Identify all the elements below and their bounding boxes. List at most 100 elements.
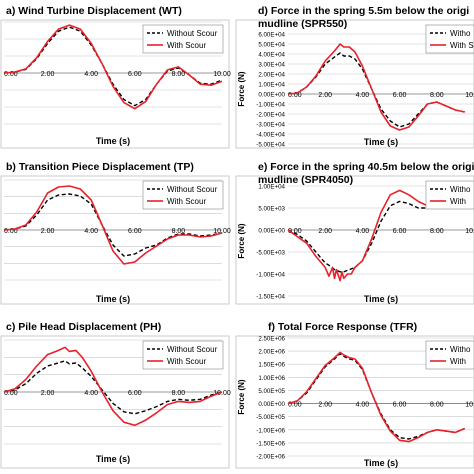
x-tick-label: 2.00 xyxy=(318,402,332,409)
x-tick-label: 0.00 xyxy=(4,71,18,78)
chart-title: e) Force in the spring 40.5m below the o… xyxy=(258,161,474,173)
y-tick-label: 2.00E+06 xyxy=(258,349,285,356)
x-tick-label: 6.00 xyxy=(128,390,142,397)
legend: Without Scour With Scour xyxy=(142,180,224,210)
legend-box xyxy=(142,180,224,210)
x-axis-label: Time (s) xyxy=(96,136,130,146)
x-tick-label: 8.00 xyxy=(172,71,186,78)
y-tick-label: 5.00E+05 xyxy=(258,388,285,395)
series-line-without-scour xyxy=(3,26,223,107)
y-tick-label: -3.00E+04 xyxy=(256,122,285,129)
x-tick-label: 6.00 xyxy=(393,228,407,235)
legend-label: Without Scour xyxy=(167,29,218,38)
legend: Witho With xyxy=(425,340,474,370)
series-line-with-scour xyxy=(3,185,223,265)
x-axis-label: Time (s) xyxy=(96,454,130,464)
x-tick-label: 0.00 xyxy=(288,92,302,99)
legend-label: With xyxy=(450,357,466,366)
legend-label: Without Scour xyxy=(167,185,218,194)
x-tick-label: 8.00 xyxy=(430,402,444,409)
x-tick-label: 0.00 xyxy=(288,228,302,235)
chart-panel-spr550: d) Force in the spring 5.5m below the or… xyxy=(235,5,474,149)
y-axis-label: Force (N) xyxy=(237,71,246,106)
series-line-with-scour xyxy=(287,351,466,443)
x-tick-label: 8.00 xyxy=(172,228,186,235)
series-line-with-scour xyxy=(287,43,465,131)
x-tick-label: 4.00 xyxy=(84,390,98,397)
x-axis-label: Time (s) xyxy=(364,294,398,304)
series-line-with-scour xyxy=(3,346,223,427)
legend-label: With xyxy=(450,197,466,206)
chart-title: mudline (SPR4050) xyxy=(258,174,353,186)
y-tick-label: 2.50E+06 xyxy=(258,336,285,343)
legend-label: Witho xyxy=(450,185,471,194)
x-tick-label: 2.00 xyxy=(41,228,55,235)
series-line-without-scour xyxy=(3,193,223,257)
legend-box xyxy=(425,340,474,370)
x-tick-label: 0.00 xyxy=(4,228,18,235)
legend: Witho With xyxy=(425,180,474,210)
x-tick-label: 10.00 xyxy=(465,92,474,99)
y-tick-label: 1.00E+04 xyxy=(258,184,285,191)
y-tick-label: 0.00E+00 xyxy=(258,401,285,408)
x-tick-label: 6.00 xyxy=(393,92,407,99)
x-tick-label: 4.00 xyxy=(356,228,370,235)
legend-label: Witho xyxy=(450,345,471,354)
y-tick-label: -2.00E+04 xyxy=(256,112,285,119)
x-tick-label: 2.00 xyxy=(41,390,55,397)
y-tick-label: -1.50E+04 xyxy=(256,294,285,301)
x-axis-label: Time (s) xyxy=(96,294,130,304)
legend-box xyxy=(425,24,474,54)
legend: Without Scour With Scour xyxy=(142,340,224,370)
y-tick-label: -5.00E+04 xyxy=(256,142,285,149)
y-tick-label: 6.00E+04 xyxy=(258,32,285,39)
y-tick-label: -5.00E+05 xyxy=(256,414,285,421)
y-tick-label: 3.00E+04 xyxy=(258,62,285,69)
chart-title: c) Pile Head Displacement (PH) xyxy=(6,321,161,333)
x-tick-label: 8.00 xyxy=(172,390,186,397)
chart-title: b) Transition Piece Displacement (TP) xyxy=(6,161,194,173)
x-tick-label: 0.00 xyxy=(288,402,302,409)
y-tick-label: -1.00E+04 xyxy=(256,102,285,109)
x-tick-label: 10.00 xyxy=(213,390,231,397)
x-tick-label: 6.00 xyxy=(128,228,142,235)
y-tick-label: 5.00E+03 xyxy=(258,206,285,213)
y-tick-label: -4.00E+04 xyxy=(256,132,285,139)
x-tick-label: 2.00 xyxy=(318,228,332,235)
x-tick-label: 10.00 xyxy=(465,228,474,235)
y-tick-label: -2.00E+06 xyxy=(256,454,285,461)
legend: Without Scour With Scour xyxy=(142,24,224,54)
x-tick-label: 10.00 xyxy=(213,71,231,78)
legend: Witho With S xyxy=(425,24,474,54)
y-tick-label: -5.00E+03 xyxy=(256,250,285,257)
x-tick-label: 6.00 xyxy=(128,71,142,78)
y-tick-label: 1.50E+06 xyxy=(258,362,285,369)
x-axis-label: Time (s) xyxy=(364,137,398,147)
legend-label: With S xyxy=(450,41,474,50)
x-tick-label: 4.00 xyxy=(84,71,98,78)
series-line-without-scour xyxy=(3,360,223,415)
chart-panel-tfr: f) Total Force Response (TFR) -2.00E+06 -1… xyxy=(235,321,474,469)
x-tick-label: 0.00 xyxy=(4,390,18,397)
chart-panel-ph: c) Pile Head Displacement (PH) 0.00 2.00 4.… xyxy=(0,321,231,469)
y-tick-label: -1.00E+04 xyxy=(256,272,285,279)
y-tick-label: -1.00E+06 xyxy=(256,427,285,434)
chart-title: f) Total Force Response (TFR) xyxy=(268,321,417,333)
x-tick-label: 2.00 xyxy=(318,92,332,99)
y-axis-label: Force (N) xyxy=(237,223,246,258)
y-tick-label: 1.00E+04 xyxy=(258,82,285,89)
chart-panel-tp: b) Transition Piece Displacement (TP) 0.0… xyxy=(0,161,231,305)
x-axis-label: Time (s) xyxy=(364,458,398,468)
chart-panel-spr4050: e) Force in the spring 40.5m below the o… xyxy=(235,161,474,305)
y-axis-label: Force (N) xyxy=(237,379,246,414)
chart-title: a) Wind Turbine Displacement (WT) xyxy=(6,5,182,17)
series-line-without-scour xyxy=(287,200,428,273)
y-tick-label: 0.00E+00 xyxy=(258,92,285,99)
legend-box xyxy=(142,340,224,370)
x-tick-label: 4.00 xyxy=(356,92,370,99)
x-tick-label: 8.00 xyxy=(430,92,444,99)
series-line-with-scour xyxy=(3,24,223,110)
chart-title: d) Force in the spring 5.5m below the or… xyxy=(258,5,469,17)
y-tick-label: 1.00E+06 xyxy=(258,375,285,382)
legend-label: With Scour xyxy=(167,41,206,50)
